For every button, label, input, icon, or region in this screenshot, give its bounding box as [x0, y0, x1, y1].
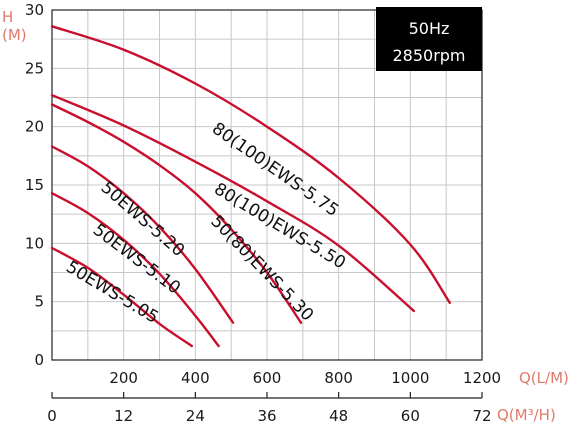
y-tick-label: 30 — [25, 1, 44, 19]
x-tick-label-secondary: 72 — [472, 407, 491, 425]
x-axis-title-primary: Q(L/M) — [519, 369, 569, 387]
curve-series-5 — [50, 94, 416, 313]
x-tick-label-primary: 1000 — [391, 369, 429, 387]
x-axis-title-secondary: Q(M³/H) — [497, 406, 556, 424]
y-tick-label: 0 — [34, 351, 44, 369]
badge-frequency: 50Hz — [409, 19, 450, 38]
curve-series-1 — [50, 246, 193, 348]
y-tick-label: 20 — [25, 118, 44, 136]
plot-border — [51, 9, 483, 361]
plot-frame — [51, 9, 483, 399]
y-tick-label: 15 — [25, 176, 44, 194]
badge: 50Hz 2850rpm — [376, 7, 482, 71]
x-tick-label-secondary: 48 — [329, 407, 348, 425]
y-axis-title: H — [2, 8, 13, 26]
x-tick-label-secondary: 0 — [47, 407, 57, 425]
x-tick-label-primary: 600 — [253, 369, 282, 387]
y-tick-label: 10 — [25, 234, 44, 252]
y-tick-label: 25 — [25, 59, 44, 77]
badge-speed: 2850rpm — [392, 46, 465, 65]
y-axis-unit: (M) — [2, 26, 27, 44]
x-tick-label-primary: 800 — [324, 369, 353, 387]
x-tick-label-secondary: 12 — [114, 407, 133, 425]
x-tick-label-secondary: 24 — [186, 407, 205, 425]
x-tick-label-primary: 400 — [181, 369, 210, 387]
tick-labels: 0 5 10 15 20 25 30 200 400 600 800 1000 1200 0 12 24 36 4… — [25, 1, 501, 425]
badge-background — [376, 7, 482, 71]
curve-series-4 — [50, 103, 303, 324]
curve-series-3 — [50, 145, 235, 324]
x-tick-label-secondary: 60 — [401, 407, 420, 425]
y-tick-label: 5 — [34, 293, 44, 311]
curve-series-2 — [50, 192, 220, 348]
x-tick-label-primary: 1200 — [463, 369, 501, 387]
curves — [50, 25, 451, 348]
x-tick-label-primary: 200 — [109, 369, 138, 387]
curve-series-6 — [50, 25, 451, 304]
x-tick-label-secondary: 36 — [257, 407, 276, 425]
